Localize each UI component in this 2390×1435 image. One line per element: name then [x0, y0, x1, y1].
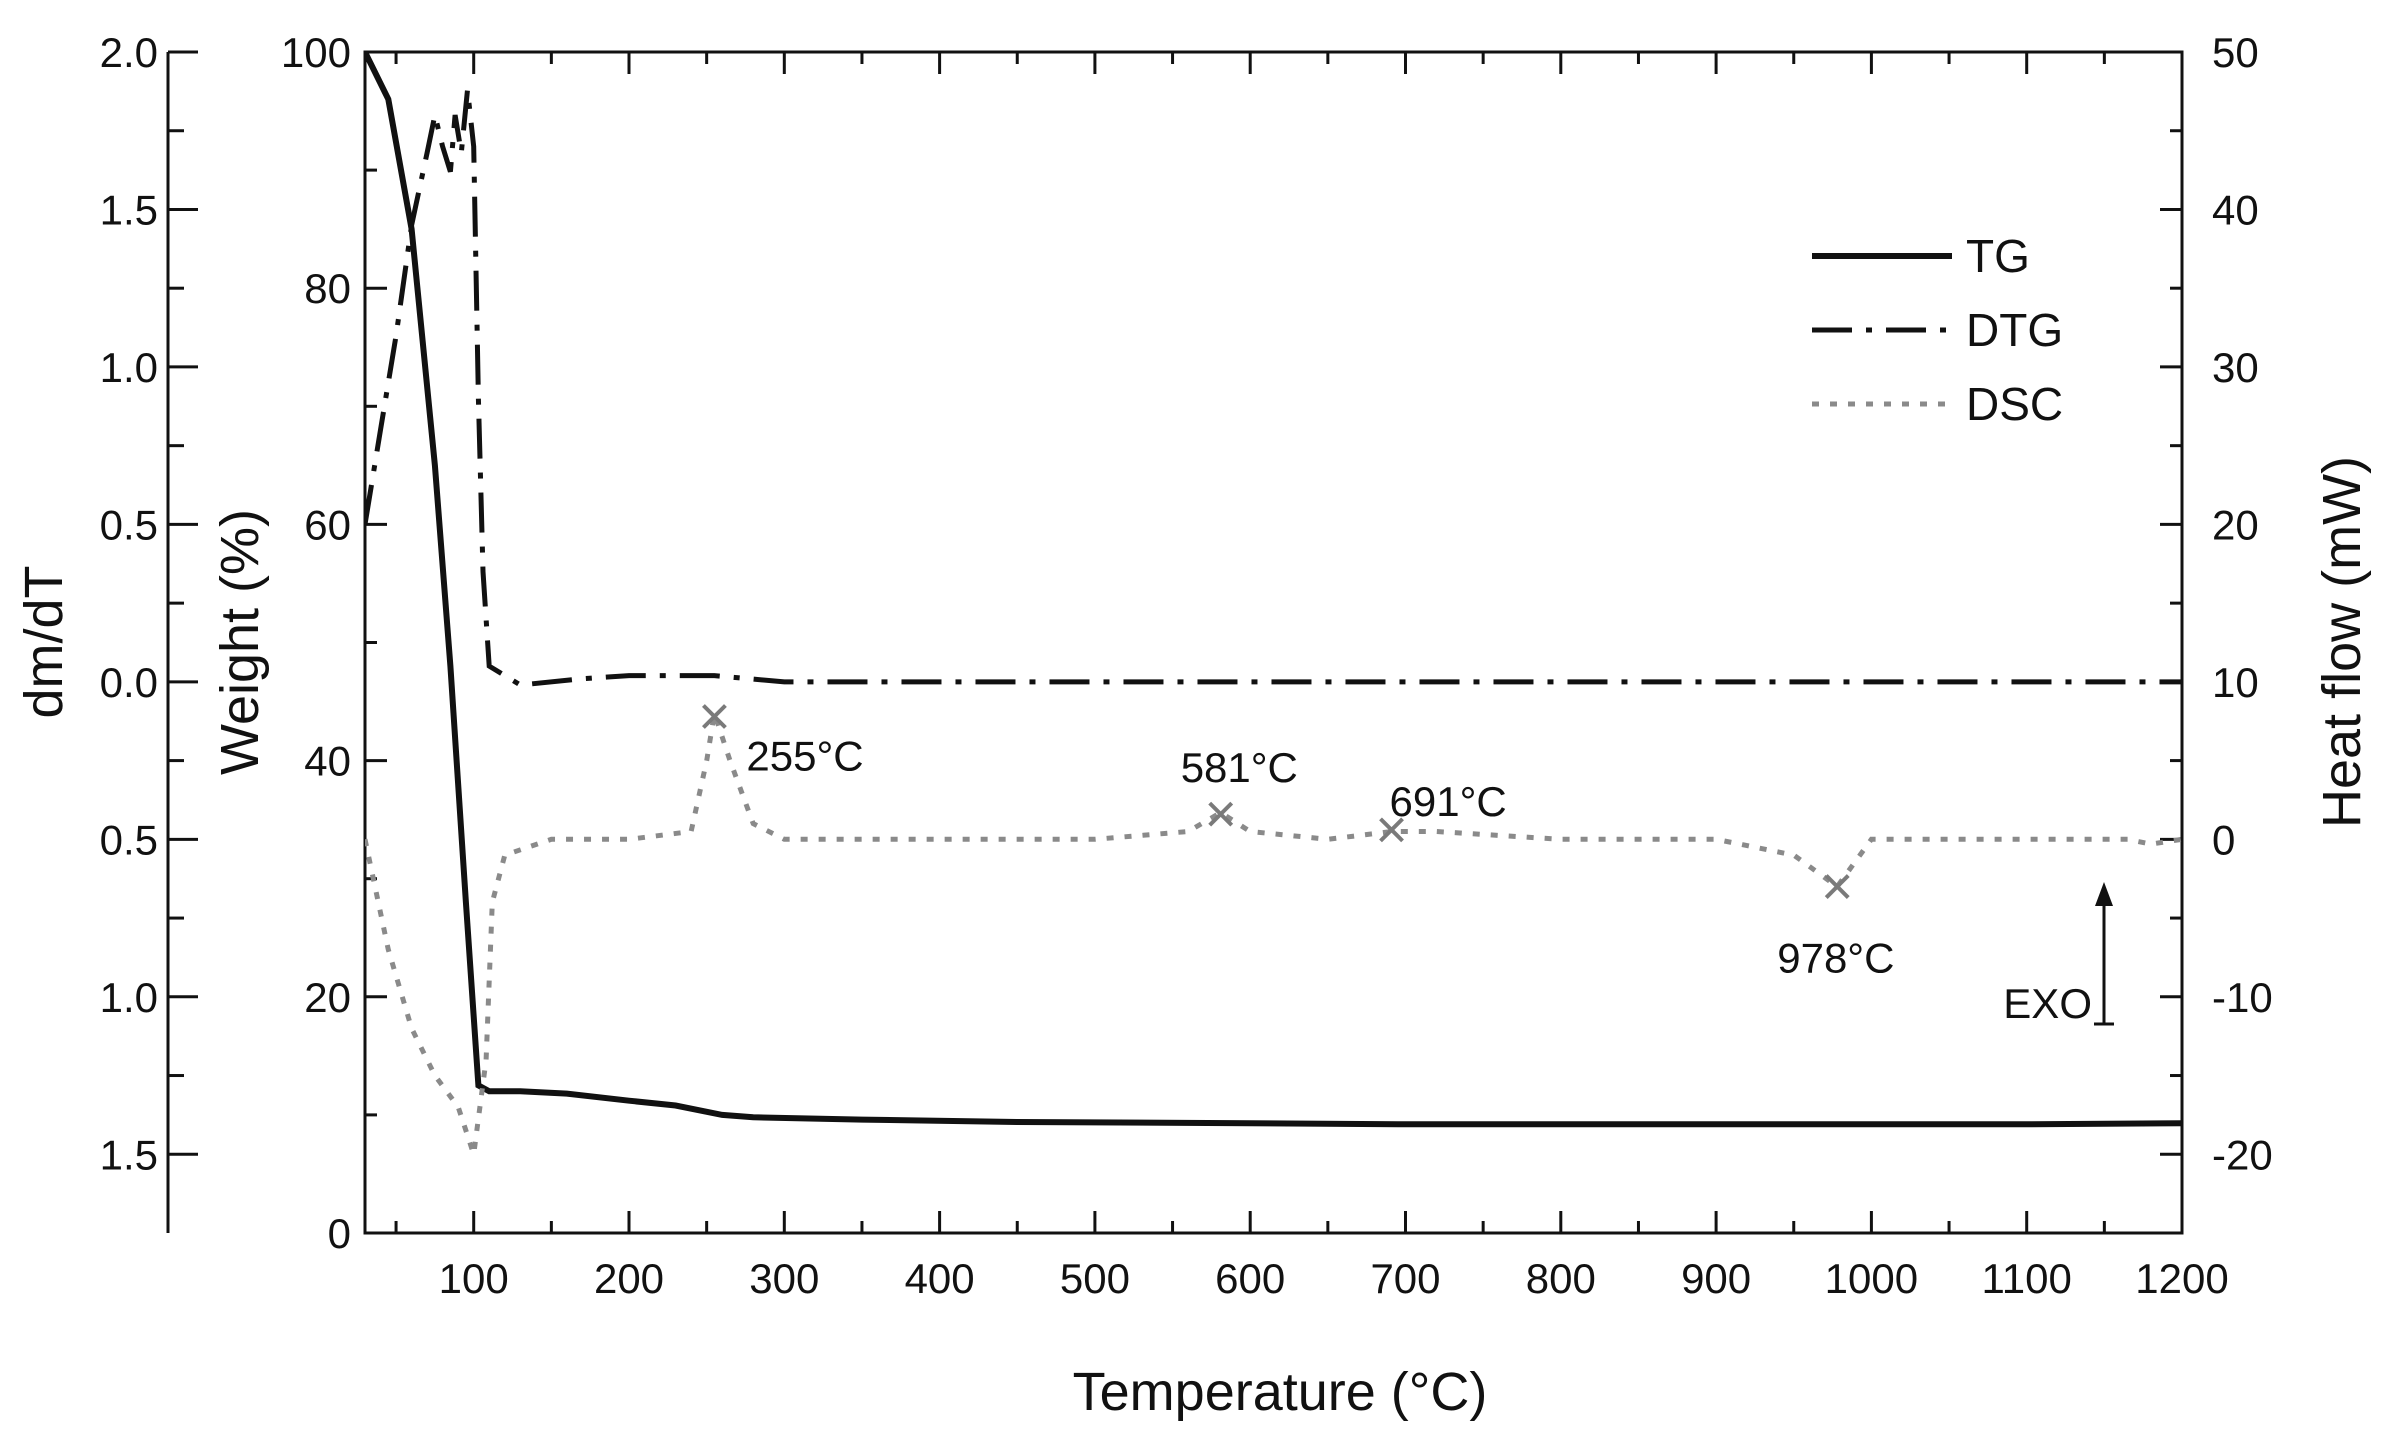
x-tick-label: 500 — [1060, 1255, 1130, 1302]
legend: TG DTG DSC — [1812, 230, 2063, 430]
x-tick-label: 1200 — [2135, 1255, 2228, 1302]
x-tick-label: 1100 — [1982, 1255, 2072, 1302]
dmdt-tick-label: 1.5 — [100, 186, 158, 233]
heatflow-tick-label: 50 — [2212, 29, 2259, 76]
heatflow-tick-label: -20 — [2212, 1131, 2273, 1178]
axes-layer: 100 200 300 400 500 600 700 800 900 1000 1100 12000… — [14, 29, 2372, 1302]
weight-tick-label: 0 — [328, 1210, 351, 1257]
series-line-tg — [365, 52, 2182, 1128]
peak-marker — [702, 704, 727, 729]
x-tick-label: 400 — [905, 1255, 975, 1302]
y-axis-title-heatflow: Heat flow (mW) — [2312, 456, 2372, 828]
peak-label: 691°C — [1390, 778, 1507, 825]
series-layer — [365, 52, 2182, 1156]
x-axis-title: Temperature (°C) — [1073, 1362, 1488, 1422]
x-tick-label: 1000 — [1825, 1255, 1918, 1302]
plot-frame — [363, 50, 2184, 1235]
heatflow-tick-label: 0 — [2212, 816, 2235, 863]
x-tick-label: 700 — [1370, 1255, 1440, 1302]
x-tick-label: 100 — [439, 1255, 509, 1302]
series-line-dtg — [365, 89, 2182, 688]
y-axis-title-dmdt: dm/dT — [14, 565, 74, 718]
annotation-layer: 255°C 581°C 691°C 978°C EXO — [702, 704, 2114, 1027]
x-tick-label: 300 — [749, 1255, 819, 1302]
weight-tick-label: 60 — [304, 501, 351, 548]
heatflow-tick-label: 30 — [2212, 344, 2259, 391]
dmdt-tick-label: 1.0 — [100, 344, 158, 391]
peak-label: 978°C — [1777, 935, 1894, 982]
legend-label-dsc: DSC — [1966, 378, 2063, 430]
peak-marker — [1208, 801, 1234, 827]
x-tick-label: 600 — [1215, 1255, 1285, 1302]
x-tick-label: 200 — [594, 1255, 664, 1302]
series-line-dsc — [365, 712, 2182, 1156]
heatflow-tick-label: 40 — [2212, 186, 2259, 233]
x-tick-label: 800 — [1526, 1255, 1596, 1302]
peak-marker — [1379, 817, 1404, 843]
dmdt-tick-label: 1.5 — [100, 1131, 158, 1178]
dmdt-tick-label: 1.0 — [100, 974, 158, 1021]
dmdt-tick-label: 0.0 — [100, 659, 158, 706]
heatflow-tick-label: 20 — [2212, 501, 2259, 548]
x-tick-label: 900 — [1681, 1255, 1751, 1302]
weight-tick-label: 20 — [304, 974, 351, 1021]
peak-label: 581°C — [1181, 744, 1298, 791]
peak-marker — [1824, 874, 1850, 899]
legend-label-dtg: DTG — [1966, 304, 2063, 356]
dmdt-tick-label: 0.5 — [100, 501, 158, 548]
dmdt-tick-label: 0.5 — [100, 816, 158, 863]
heatflow-tick-label: -10 — [2212, 974, 2273, 1021]
weight-tick-label: 100 — [281, 29, 351, 76]
weight-tick-label: 40 — [304, 738, 351, 785]
heatflow-tick-label: 10 — [2212, 659, 2259, 706]
y-axis-title-weight: Weight (%) — [210, 509, 270, 775]
peak-label: 255°C — [746, 733, 863, 780]
dmdt-tick-label: 2.0 — [100, 29, 158, 76]
weight-tick-label: 80 — [304, 265, 351, 312]
exo-label: EXO — [2003, 980, 2092, 1027]
exo-arrow-head — [2095, 882, 2113, 906]
legend-label-tg: TG — [1966, 230, 2030, 282]
